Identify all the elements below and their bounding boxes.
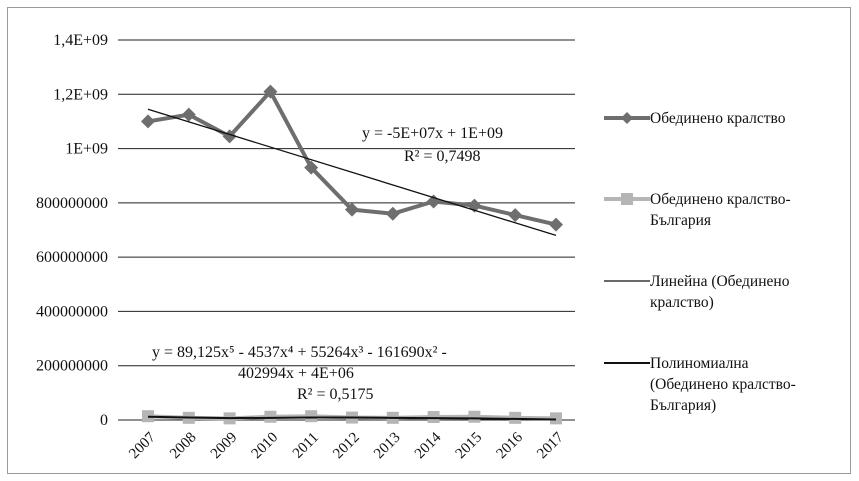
- series-uk-point: [508, 208, 523, 223]
- series-uk-point: [304, 160, 319, 175]
- x-tick-label: 2015: [453, 430, 486, 463]
- y-tick-label: 200000000: [36, 358, 108, 375]
- poly-trendline: [147, 415, 557, 421]
- series-uk-bg-point: [427, 411, 440, 424]
- y-tick-label: 1,4E+09: [53, 32, 108, 49]
- x-axis-tick-labels: 2007 2008 2009 2010 2011 2012 2013 2014 2015 2016…: [126, 429, 567, 462]
- x-tick-label: 2008: [167, 430, 200, 463]
- linear-trendline: [147, 108, 557, 237]
- series-uk-point: [549, 217, 563, 232]
- x-tick-label: 2012: [330, 430, 363, 463]
- legend-label: Обединено кралство-: [650, 191, 791, 208]
- x-tick-label: 2014: [412, 429, 445, 462]
- legend-label: Обединено кралство: [650, 110, 786, 127]
- series-uk-point: [141, 114, 155, 129]
- series-uk-bg-point: [468, 410, 481, 423]
- legend-label: Линейна (Обединено: [650, 273, 790, 290]
- legend-entry: Линейна (Обединено кралство): [604, 273, 790, 311]
- poly-equation-line2-label: 402994x + 4E+06: [238, 365, 354, 382]
- y-tick-label: 0: [100, 412, 108, 429]
- y-tick-label: 800000000: [36, 195, 108, 212]
- x-tick-label: 2007: [126, 429, 159, 462]
- series-uk-bg-point: [550, 412, 562, 425]
- y-tick-label: 1,2E+09: [53, 86, 108, 103]
- series-uk-point: [181, 107, 196, 122]
- legend-label: Полиномиална: [650, 355, 749, 372]
- series-uk-bg-point: [142, 410, 154, 423]
- linear-r2-label: R² = 0,7498: [404, 148, 481, 165]
- x-tick-label: 2013: [371, 430, 404, 463]
- y-axis-tick-labels: 0 200000000 400000000 600000000 800000000 1E+…: [36, 32, 108, 429]
- series-uk-point: [385, 206, 400, 221]
- series-uk-bg-point: [264, 410, 277, 423]
- legend-entry: Полиномиална (Обединено кралство- България…: [604, 355, 796, 414]
- poly-equation-line1-label: y = 89,125x⁵ - 4537x⁴ + 55264x³ - 161690…: [152, 344, 447, 361]
- chart-frame: [7, 7, 851, 474]
- x-tick-label: 2017: [534, 429, 567, 462]
- series-layer: [141, 84, 563, 425]
- legend-entry: Обединено кралство- България: [604, 191, 791, 229]
- series-uk-bg-point: [509, 411, 522, 424]
- linear-equation-label: y = -5E+07x + 1E+09: [362, 125, 503, 142]
- x-tick-label: 2016: [494, 429, 527, 462]
- x-tick-label: 2010: [249, 430, 282, 463]
- legend-entry: Обединено кралство: [604, 110, 786, 127]
- legend-label: България: [650, 212, 711, 229]
- poly-r2-label: R² = 0,5175: [297, 386, 374, 403]
- legend-marker: [621, 112, 633, 124]
- grid-layer: [118, 39, 575, 421]
- legend-label: кралство): [650, 294, 714, 311]
- y-tick-label: 400000000: [36, 303, 108, 320]
- x-tick-label: 2009: [208, 430, 241, 463]
- legend-marker: [621, 193, 633, 205]
- legend-label: България): [650, 397, 716, 414]
- x-tick-label: 2011: [290, 430, 322, 462]
- legend-label: (Обединено кралство-: [650, 376, 796, 393]
- y-tick-label: 1E+09: [65, 141, 108, 158]
- series-uk-bg-point: [305, 410, 318, 423]
- series-uk-point: [263, 84, 278, 99]
- y-tick-label: 600000000: [36, 249, 108, 266]
- annotations: y = -5E+07x + 1E+09 R² = 0,7498 y = 89,1…: [152, 125, 503, 403]
- legend: Обединено кралство Обединено кралство- Бъл…: [604, 110, 796, 414]
- series-uk-point: [345, 202, 359, 217]
